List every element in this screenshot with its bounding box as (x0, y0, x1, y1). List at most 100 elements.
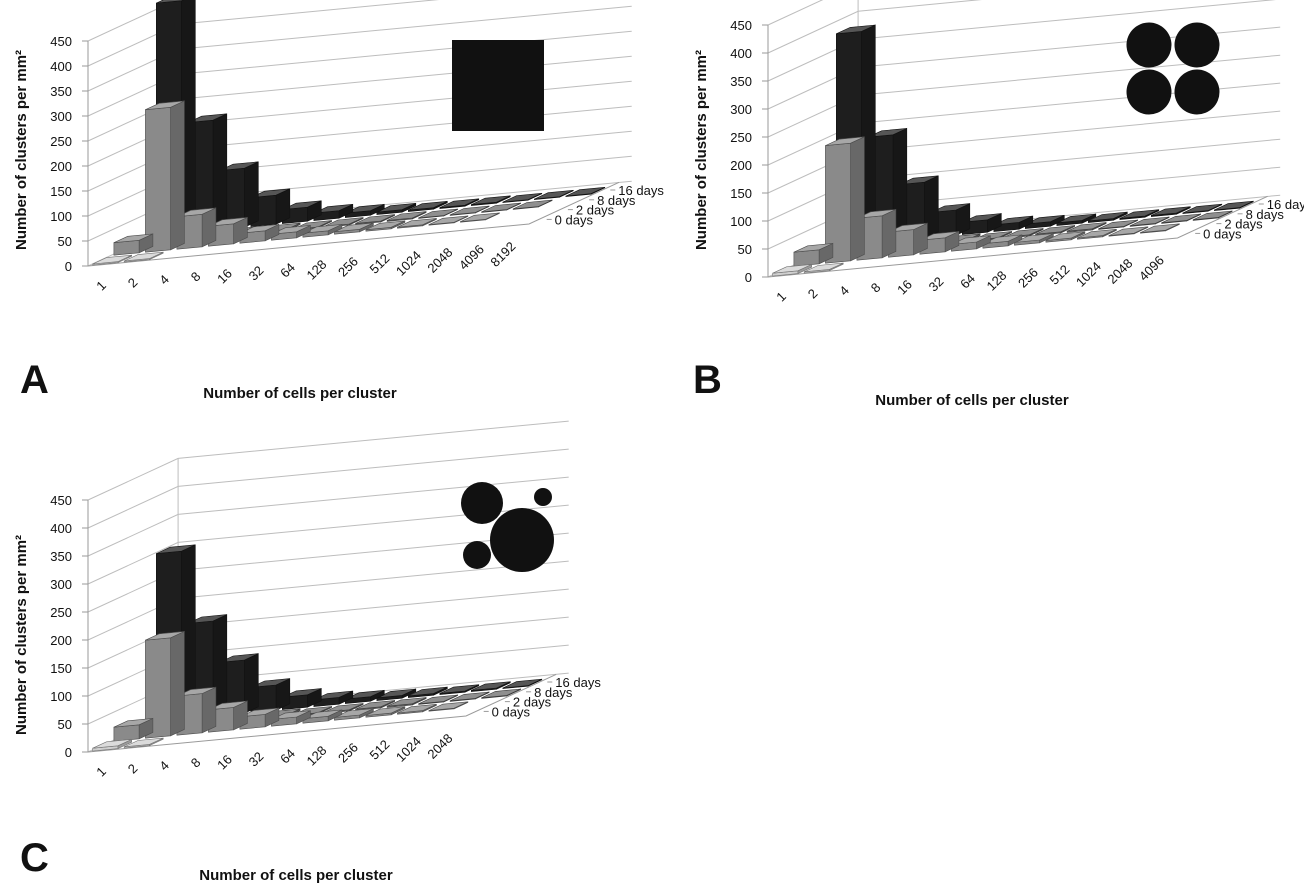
y-tick-label: 150 (50, 184, 72, 199)
depth-label: 2 days (1224, 217, 1263, 232)
x-tick-label: 32 (246, 749, 267, 770)
bar-8-days-2048 (1161, 213, 1201, 224)
depth-label: 8 days (1246, 207, 1285, 222)
circle-icon (1174, 69, 1220, 115)
bar-8-days-256 (1066, 222, 1107, 233)
x-tick-label: 8 (188, 269, 204, 285)
y-tick-label: 100 (50, 209, 72, 224)
bar-16-days-256 (407, 686, 448, 698)
x-axis-title: Number of cells per cluster (203, 385, 397, 402)
panel-letter-b: B (693, 358, 722, 402)
y-tick-label: 450 (730, 18, 752, 33)
x-tick-label: 512 (367, 251, 393, 277)
bar-16-days-64 (344, 689, 385, 704)
bars (92, 0, 606, 266)
bar-16-days-4096 (533, 189, 574, 200)
x-tick-label: 512 (1047, 262, 1073, 288)
bar-2-days-1024 (428, 701, 469, 712)
x-tick-label: 2048 (424, 245, 455, 276)
x-tick-label: 1024 (393, 248, 424, 279)
bar-2-days-128 (334, 708, 374, 721)
bar-16-days-2048 (1182, 203, 1223, 214)
x-tick-label: 1024 (1073, 259, 1104, 290)
bar-2-days-2048 (460, 212, 500, 223)
x-tick-label: 128 (304, 257, 330, 283)
depth-label: 2 days (513, 695, 552, 710)
y-tick-label: 450 (50, 34, 72, 49)
bar-8-days-4096 (1192, 210, 1233, 221)
depth-label: 8 days (534, 685, 573, 700)
x-tick-label: 4 (156, 272, 172, 288)
bar-8-days-256 (386, 697, 427, 708)
x-tick-label: 128 (304, 743, 330, 769)
x-tick-label: 64 (957, 271, 978, 292)
y-axis-title: Number of clusters per mm² (693, 50, 710, 250)
y-tick-label: 400 (50, 521, 72, 536)
bar-2-days-2048 (1140, 223, 1180, 234)
depth-label: 0 days (555, 212, 594, 227)
bar-16-days-2048 (502, 678, 543, 689)
x-tick-label: 64 (277, 746, 298, 767)
y-tick-label: 350 (50, 84, 72, 99)
bar-2-days-1 (793, 242, 834, 267)
y-tick-label: 50 (58, 234, 72, 249)
x-tick-label: 2048 (1104, 256, 1135, 287)
x-tick-label: 2 (125, 761, 141, 777)
bar-8-days-2048 (481, 688, 521, 699)
bar-2-days-128 (1014, 233, 1054, 246)
depth-label: 16 days (618, 183, 664, 198)
y-tick-label: 100 (730, 214, 752, 229)
y-tick-label: 300 (50, 577, 72, 592)
bar-0-days-1 (92, 738, 132, 752)
bar-2-days-2 (825, 136, 865, 264)
bar-2-days-512 (397, 217, 437, 229)
y-tick-label: 200 (50, 159, 72, 174)
bar-2-days-256 (365, 220, 406, 232)
bar-16-days-128 (376, 202, 417, 215)
bar-16-days-1024 (470, 681, 511, 692)
bar-8-days-2048 (481, 202, 521, 213)
bar-8-days-512 (418, 694, 458, 705)
x-tick-label: 8 (868, 280, 884, 296)
x-tick-label: 4 (156, 758, 172, 774)
gridline (87, 0, 178, 42)
y-tick-label: 50 (738, 242, 752, 257)
circle-icon (534, 488, 552, 506)
bar-2-days-1024 (428, 215, 469, 226)
depth-label: 0 days (492, 704, 531, 719)
depth-label: 16 days (1267, 197, 1304, 212)
x-tick-label: 1 (93, 278, 109, 294)
y-tick-label: 450 (50, 493, 72, 508)
bar-0-days-2 (123, 737, 164, 749)
x-tick-label: 1024 (393, 734, 424, 765)
x-tick-label: 256 (335, 740, 361, 766)
bar-16-days-512 (439, 198, 480, 209)
x-axis-title: Number of cells per cluster (199, 867, 393, 884)
bar-0-days-1 (772, 263, 813, 277)
y-axis-title: Number of clusters per mm² (13, 50, 30, 250)
panel-letter-a: A (20, 358, 49, 402)
y-tick-label: 350 (730, 74, 752, 89)
bar-8-days-128 (1035, 225, 1075, 236)
bar-8-days-128 (355, 700, 395, 711)
bar-2-days-64 (302, 709, 343, 724)
circle-icon (461, 482, 503, 524)
x-tick-label: 32 (926, 274, 947, 295)
y-tick-label: 350 (50, 549, 72, 564)
circle-icon (490, 508, 554, 572)
y-tick-label: 200 (730, 158, 752, 173)
bar-16-days-16 (961, 213, 1002, 235)
x-tick-label: 2 (805, 286, 821, 302)
x-tick-label: 1 (773, 289, 789, 305)
bar-2-days-512 (397, 703, 437, 715)
bar-2-days-1 (113, 717, 154, 742)
bar-8-days-256 (386, 211, 427, 222)
floor-edge (87, 181, 620, 267)
x-tick-label: 2048 (424, 731, 455, 762)
circle-icon (1126, 22, 1172, 68)
bar-0-days-2 (803, 262, 844, 274)
x-tick-label: 16 (214, 752, 235, 773)
bar-8-days-512 (418, 208, 458, 219)
y-tick-label: 150 (730, 186, 752, 201)
